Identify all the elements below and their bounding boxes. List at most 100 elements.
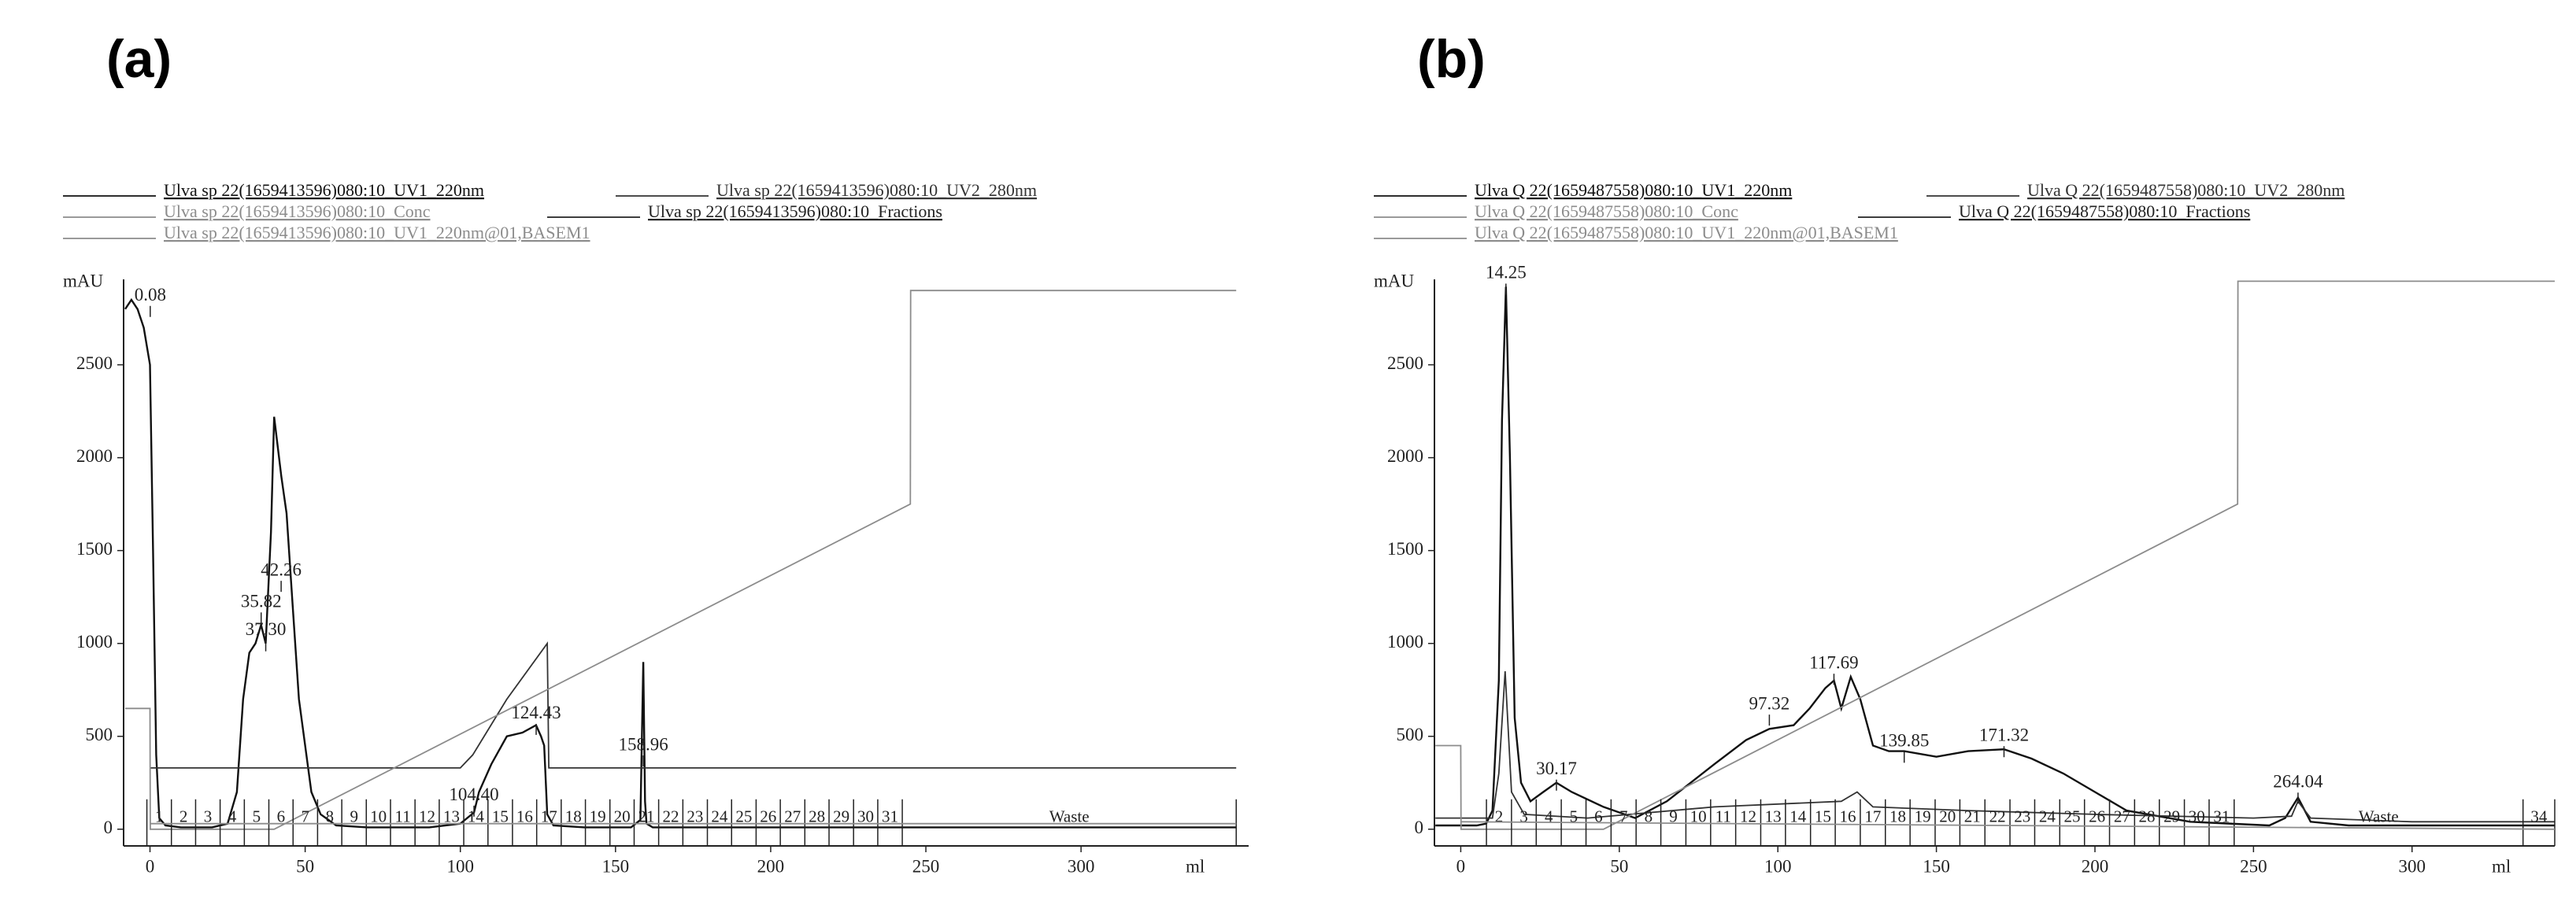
fraction-label: 21 xyxy=(1964,807,1981,826)
fraction-label: 27 xyxy=(2114,807,2130,826)
fraction-label: 25 xyxy=(2063,807,2080,826)
legend-label: Ulva Q 22(1659487558)080:10_UV2_280nm xyxy=(2027,180,2345,200)
trace-line xyxy=(1460,821,2555,830)
legend-label: Ulva sp 22(1659413596)080:10_UV1_220nm xyxy=(164,180,484,200)
panel-label: (b) xyxy=(1417,29,1486,89)
x-tick-label: 150 xyxy=(602,856,630,876)
peak-label: 30.17 xyxy=(1536,759,1577,778)
fraction-label: 29 xyxy=(2163,807,2180,826)
fraction-label: 11 xyxy=(394,807,410,826)
trace-line xyxy=(1435,280,2555,830)
peak-label: 117.69 xyxy=(1809,652,1858,672)
trace-line xyxy=(1435,671,2555,823)
peak-label: 124.43 xyxy=(511,703,561,722)
trace-line xyxy=(124,297,1237,829)
fraction-label: 6 xyxy=(277,807,286,826)
fraction-label: 1 xyxy=(155,807,164,826)
legend-label: Ulva sp 22(1659413596)080:10_UV1_220nm@0… xyxy=(164,223,590,242)
peak-label: 37.30 xyxy=(246,619,287,639)
fraction-label: 5 xyxy=(253,807,261,826)
x-tick-label: 300 xyxy=(2399,856,2426,876)
fraction-label: 17 xyxy=(1864,807,1881,826)
fraction-label: 23 xyxy=(687,807,703,826)
x-tick-label: 0 xyxy=(1456,856,1466,876)
x-tick-label: 250 xyxy=(2240,856,2267,876)
fraction-label: 2 xyxy=(180,807,188,826)
fraction-label: Waste xyxy=(2359,807,2399,826)
fraction-label: 7 xyxy=(302,807,310,826)
x-tick-label: 200 xyxy=(757,856,785,876)
y-axis-label: mAU xyxy=(1374,271,1415,290)
fraction-label: 7 xyxy=(1619,807,1628,826)
peak-label: 139.85 xyxy=(1879,731,1929,751)
y-tick-label: 0 xyxy=(104,818,113,837)
x-tick-label: 300 xyxy=(1068,856,1095,876)
fraction-label: 28 xyxy=(2139,807,2156,826)
peak-label: 171.32 xyxy=(1979,726,2029,745)
legend-label: Ulva Q 22(1659487558)080:10_UV1_220nm xyxy=(1475,180,1792,200)
y-tick-label: 500 xyxy=(1397,725,1424,744)
peak-label: 35.82 xyxy=(241,592,282,611)
peak-label: 14.25 xyxy=(1486,263,1527,282)
legend-label: Ulva sp 22(1659413596)080:10_Fractions xyxy=(648,201,942,221)
fraction-label: 26 xyxy=(2089,807,2105,826)
y-tick-label: 1000 xyxy=(1387,632,1423,652)
legend-label: Ulva Q 22(1659487558)080:10_UV1_220nm@01… xyxy=(1475,223,1898,242)
fraction-label: 4 xyxy=(1545,807,1553,826)
fraction-label: 10 xyxy=(370,807,387,826)
x-tick-label: 250 xyxy=(912,856,940,876)
fraction-label: 16 xyxy=(516,807,533,826)
legend-label: Ulva sp 22(1659413596)080:10_Conc xyxy=(164,201,431,221)
fraction-label: 5 xyxy=(1570,807,1579,826)
peak-label: 158.96 xyxy=(619,734,668,754)
fraction-label: 12 xyxy=(1740,807,1756,826)
legend-label: Ulva Q 22(1659487558)080:10_Fractions xyxy=(1959,201,2250,221)
y-tick-label: 1500 xyxy=(76,539,113,559)
y-tick-label: 1000 xyxy=(76,632,113,652)
fraction-label: 19 xyxy=(590,807,606,826)
fraction-label: 22 xyxy=(1989,807,2006,826)
peak-label: 97.32 xyxy=(1749,693,1790,713)
fraction-label: 22 xyxy=(662,807,679,826)
trace-line xyxy=(150,641,1237,769)
x-tick-label: 100 xyxy=(1764,856,1792,876)
x-axis-label: ml xyxy=(1186,856,1205,876)
fraction-label: 8 xyxy=(326,807,335,826)
fraction-label: 27 xyxy=(784,807,801,826)
fraction-label: 29 xyxy=(833,807,849,826)
x-tick-label: 200 xyxy=(2082,856,2109,876)
fraction-label: 3 xyxy=(204,807,213,826)
fraction-label: 17 xyxy=(541,807,557,826)
fraction-label: 30 xyxy=(2189,807,2205,826)
fraction-label: 24 xyxy=(2039,807,2056,826)
trace-line xyxy=(1435,286,2555,827)
x-tick-label: 0 xyxy=(146,856,155,876)
fraction-label: 18 xyxy=(565,807,582,826)
fraction-label: 31 xyxy=(2213,807,2230,826)
fraction-label: Waste xyxy=(1049,807,1090,826)
peak-label: 42.26 xyxy=(261,559,302,579)
fraction-label: 20 xyxy=(614,807,631,826)
fraction-label: 9 xyxy=(350,807,358,826)
fraction-label: 24 xyxy=(711,807,728,826)
fraction-label: 13 xyxy=(1765,807,1782,826)
legend-label: Ulva Q 22(1659487558)080:10_Conc xyxy=(1475,201,1738,221)
fraction-label: 12 xyxy=(419,807,435,826)
fraction-label: 14 xyxy=(468,807,485,826)
peak-label: 0.08 xyxy=(135,285,166,305)
trace-line xyxy=(125,290,1237,830)
fraction-label: 21 xyxy=(638,807,655,826)
fraction-label: 23 xyxy=(2014,807,2030,826)
fraction-label: 6 xyxy=(1594,807,1603,826)
fraction-label: 10 xyxy=(1690,807,1707,826)
x-tick-label: 100 xyxy=(446,856,474,876)
fraction-label: 15 xyxy=(1815,807,1831,826)
y-tick-label: 2500 xyxy=(76,353,113,373)
fraction-label: 19 xyxy=(1915,807,1931,826)
fraction-label: 26 xyxy=(760,807,776,826)
y-tick-label: 2500 xyxy=(1387,353,1423,373)
fraction-label: 2 xyxy=(1495,807,1504,826)
y-axis-label: mAU xyxy=(63,271,104,290)
y-tick-label: 500 xyxy=(86,725,113,744)
